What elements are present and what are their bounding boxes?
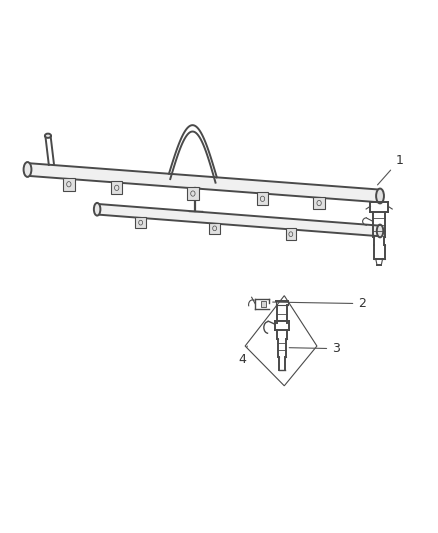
Text: 4: 4: [239, 346, 247, 366]
FancyBboxPatch shape: [111, 181, 122, 194]
FancyBboxPatch shape: [286, 228, 296, 240]
Polygon shape: [97, 204, 380, 236]
Ellipse shape: [24, 162, 32, 177]
Text: 3: 3: [289, 342, 340, 355]
Text: 1: 1: [378, 154, 403, 185]
FancyBboxPatch shape: [135, 217, 146, 229]
Ellipse shape: [45, 134, 51, 138]
Ellipse shape: [94, 203, 100, 216]
FancyBboxPatch shape: [261, 301, 266, 308]
Text: 2: 2: [273, 297, 366, 310]
Ellipse shape: [376, 189, 384, 204]
FancyBboxPatch shape: [63, 178, 74, 191]
FancyBboxPatch shape: [187, 187, 198, 200]
FancyBboxPatch shape: [314, 197, 325, 209]
Ellipse shape: [377, 224, 383, 237]
Polygon shape: [28, 163, 380, 203]
FancyBboxPatch shape: [257, 192, 268, 205]
FancyBboxPatch shape: [209, 222, 220, 234]
